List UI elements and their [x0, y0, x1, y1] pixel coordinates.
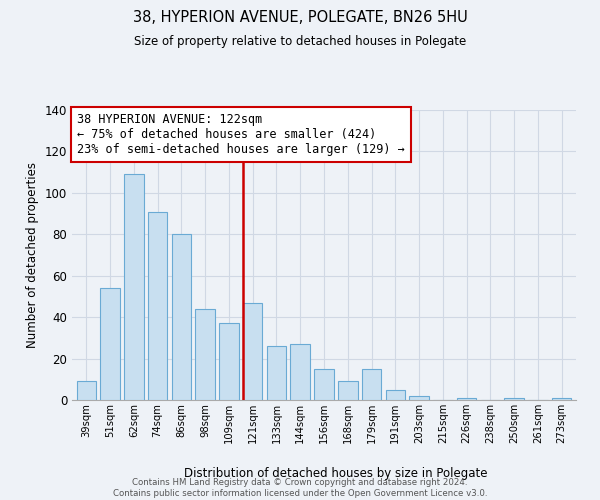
Text: 38 HYPERION AVENUE: 122sqm
← 75% of detached houses are smaller (424)
23% of sem: 38 HYPERION AVENUE: 122sqm ← 75% of deta… — [77, 113, 405, 156]
Bar — [314, 369, 334, 400]
Bar — [338, 382, 358, 400]
Bar — [409, 396, 429, 400]
Text: Size of property relative to detached houses in Polegate: Size of property relative to detached ho… — [134, 35, 466, 48]
Bar — [362, 369, 381, 400]
Bar — [219, 324, 239, 400]
Bar — [196, 309, 215, 400]
Bar — [100, 288, 120, 400]
Bar — [457, 398, 476, 400]
Bar — [552, 398, 571, 400]
Bar — [124, 174, 143, 400]
Bar — [77, 382, 96, 400]
Bar — [148, 212, 167, 400]
Text: Distribution of detached houses by size in Polegate: Distribution of detached houses by size … — [184, 467, 488, 480]
Text: 38, HYPERION AVENUE, POLEGATE, BN26 5HU: 38, HYPERION AVENUE, POLEGATE, BN26 5HU — [133, 10, 467, 25]
Bar — [290, 344, 310, 400]
Bar — [243, 302, 262, 400]
Bar — [505, 398, 524, 400]
Bar — [267, 346, 286, 400]
Text: Contains HM Land Registry data © Crown copyright and database right 2024.
Contai: Contains HM Land Registry data © Crown c… — [113, 478, 487, 498]
Y-axis label: Number of detached properties: Number of detached properties — [26, 162, 39, 348]
Bar — [386, 390, 405, 400]
Bar — [172, 234, 191, 400]
